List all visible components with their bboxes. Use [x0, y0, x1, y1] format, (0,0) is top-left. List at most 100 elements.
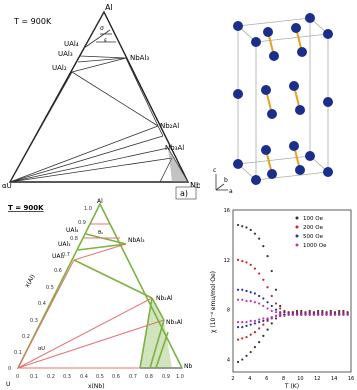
atoms [233, 13, 333, 185]
data-point [266, 307, 269, 310]
atom [261, 145, 271, 155]
data-point [258, 318, 261, 321]
data-point [249, 333, 252, 336]
data-point [253, 331, 257, 334]
svg-text:1.0: 1.0 [84, 206, 92, 212]
data-point [274, 317, 278, 320]
svg-text:0.7: 0.7 [129, 374, 137, 380]
data-point [241, 288, 244, 291]
phase-label-nbal3-c: NbAl₃ [128, 237, 145, 244]
data-point [253, 301, 257, 304]
data-point [279, 307, 282, 310]
data-point [253, 319, 257, 323]
data-point [245, 261, 248, 264]
plot-frame [232, 209, 352, 373]
data-points [236, 223, 349, 364]
data-point [258, 272, 261, 275]
atom [323, 29, 333, 39]
vertex-u-label: αU [2, 182, 12, 190]
data-point [283, 314, 286, 318]
data-point [266, 301, 269, 304]
phase-label-ual4: UAl₄ [64, 40, 79, 48]
data-point [325, 313, 328, 316]
x-tick-label: 14 [331, 376, 337, 382]
data-point [236, 288, 240, 291]
svg-text:0.9: 0.9 [162, 374, 170, 380]
atom [295, 105, 305, 115]
data-point [274, 314, 278, 318]
data-point [262, 278, 265, 281]
data-point [236, 326, 240, 329]
x-tick-label: 12 [314, 376, 320, 382]
phase-label-theta-c: θ₁ [98, 230, 103, 236]
vertex-u-label-c: U [6, 381, 10, 388]
atom [291, 23, 301, 33]
svg-text:0.3: 0.3 [63, 374, 71, 380]
data-point [236, 321, 240, 324]
x-tick-label: 4 [248, 376, 251, 382]
data-point [236, 258, 240, 261]
legend-marker [295, 225, 299, 229]
phase-label-epsilon: ε [104, 37, 107, 44]
data-point [262, 297, 265, 300]
data-point [245, 324, 248, 327]
data-point [249, 323, 252, 326]
x-ticks: 2 4 6 8 10 12 14 16 [231, 376, 354, 382]
data-point [258, 294, 261, 298]
temperature-label-c: T = 900K [8, 204, 44, 212]
data-point [312, 313, 316, 316]
x-tick-label: 16 [348, 376, 354, 382]
phase-label-alphau-c: αU [38, 346, 45, 352]
data-point [342, 313, 345, 316]
phase-label-ual4-c: UAl₄ [66, 227, 79, 234]
phase-label-nbal3: NbAl₃ [130, 54, 149, 62]
data-point [258, 321, 261, 324]
y-tick-label: 4 [227, 358, 230, 364]
data-point [300, 313, 303, 316]
data-point [253, 322, 257, 325]
data-point [241, 358, 244, 361]
data-point [308, 313, 311, 316]
legend-label: 100 Oe [303, 216, 324, 222]
red-tie-lines [17, 223, 165, 369]
data-point [236, 338, 240, 341]
phase-label-ual3-c: UAl₃ [58, 241, 71, 248]
data-point [249, 299, 252, 303]
left-axis-label: x(Al) [24, 273, 37, 289]
axis-label-c: c [213, 167, 216, 174]
phase-label-nb2al: Nb₂Al [160, 122, 179, 130]
data-point [258, 327, 261, 330]
atom [295, 165, 305, 175]
data-point [338, 313, 341, 316]
atom [251, 175, 261, 185]
data-point [295, 313, 299, 316]
svg-text:0.1: 0.1 [14, 350, 22, 356]
data-point [262, 323, 265, 326]
atom [289, 141, 299, 151]
svg-text:0.9: 0.9 [78, 220, 86, 226]
data-point [253, 232, 257, 235]
svg-text:0: 0 [8, 366, 11, 372]
temperature-label: T = 900K [13, 17, 52, 26]
data-point [270, 316, 273, 319]
legend-marker [295, 216, 299, 220]
data-point [241, 337, 244, 340]
data-point [346, 313, 349, 316]
data-point [262, 319, 265, 323]
axis-label-a: a [229, 188, 233, 195]
data-point [245, 321, 248, 324]
svg-text:0.1: 0.1 [30, 374, 38, 380]
svg-text:0.5: 0.5 [46, 285, 54, 291]
data-point [317, 313, 320, 316]
data-point [241, 321, 244, 324]
legend-label: 200 Oe [303, 225, 324, 231]
data-point [249, 291, 252, 294]
data-point [262, 317, 265, 320]
data-point [245, 354, 248, 357]
ternary-diagram-experimental: T = 900K Al U Nb UAl₄ UAl₃ UAl₂ NbAl₃ Nb… [6, 198, 192, 390]
crystal-structure: c b a [213, 13, 333, 195]
tie-lines [9, 11, 189, 183]
atom [267, 109, 277, 119]
bonds [265, 27, 303, 175]
data-point [245, 289, 248, 293]
